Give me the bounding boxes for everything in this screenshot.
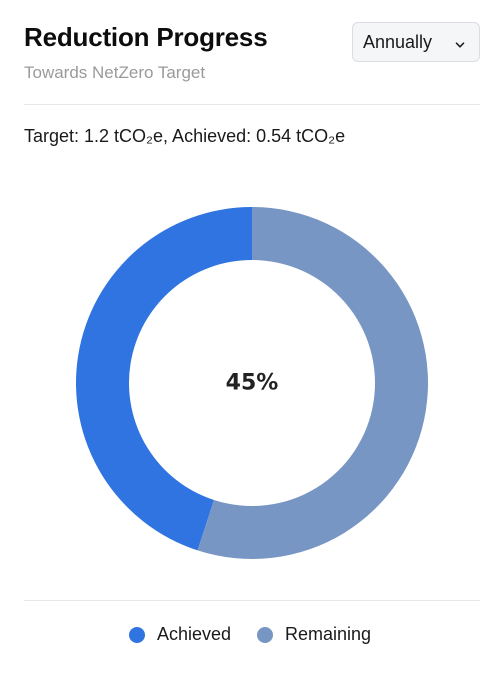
donut-chart-svg: 45% bbox=[75, 207, 428, 559]
card-header: Reduction Progress Towards NetZero Targe… bbox=[24, 18, 480, 105]
card-title: Reduction Progress bbox=[24, 22, 268, 52]
period-select[interactable]: Annually bbox=[352, 22, 480, 62]
donut-chart: 45% bbox=[70, 200, 434, 566]
legend-divider bbox=[24, 600, 480, 601]
target-summary: Target: 1.2 tCO₂e, Achieved: 0.54 tCO₂e bbox=[24, 126, 346, 146]
chevron-down-icon bbox=[455, 37, 465, 48]
period-select-value: Annually bbox=[363, 31, 433, 52]
card-subtitle: Towards NetZero Target bbox=[24, 63, 206, 82]
donut-center-label: 45% bbox=[226, 371, 279, 396]
donut-slice-remaining[interactable] bbox=[197, 207, 428, 559]
legend-item-remaining[interactable]: Remaining bbox=[257, 624, 371, 645]
legend-swatch bbox=[128, 626, 145, 643]
chart-legend: Achieved Remaining bbox=[0, 624, 500, 645]
legend-label: Remaining bbox=[285, 624, 372, 644]
legend-swatch bbox=[257, 626, 273, 643]
legend-item-achieved[interactable]: Achieved bbox=[128, 624, 231, 645]
donut-slice-achieved[interactable] bbox=[75, 207, 253, 551]
legend-label: Achieved bbox=[156, 624, 231, 644]
